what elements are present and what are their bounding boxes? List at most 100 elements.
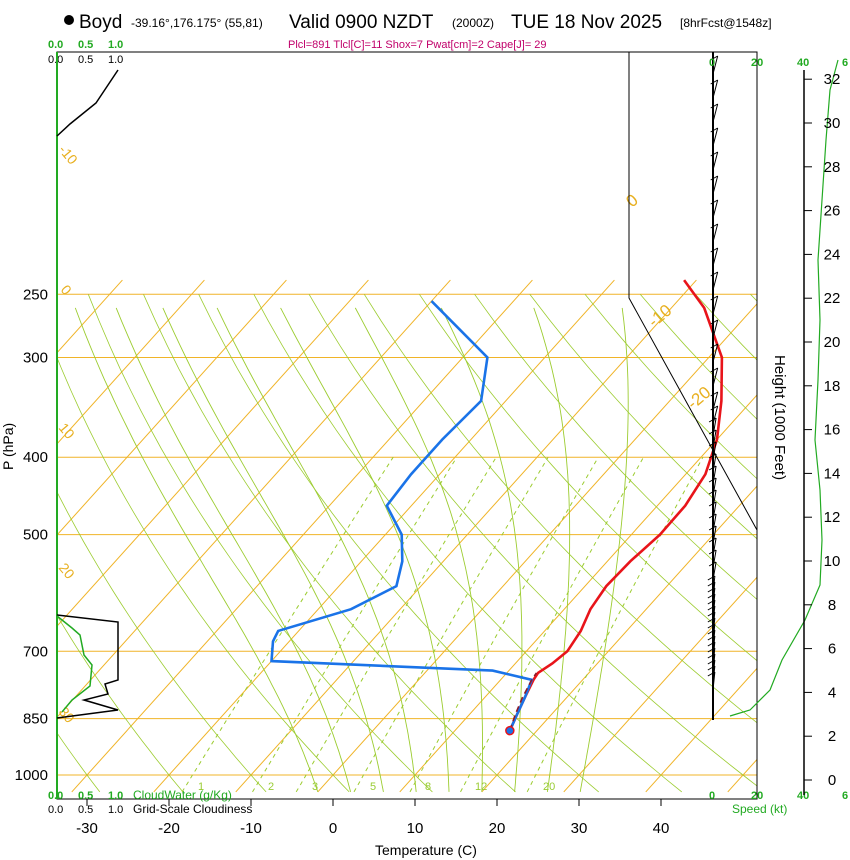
speed-axis-label: Speed (kt) (732, 802, 787, 816)
wind-barb (712, 441, 717, 461)
wind-barb (712, 405, 719, 425)
pressure-ticks: 250 300 400 500 700 850 1000 (15, 286, 48, 784)
dry-adiabat-line (419, 294, 757, 662)
wind-barb (712, 199, 719, 219)
wind-barb (712, 295, 719, 315)
wind-barb-flag (710, 79, 718, 85)
cloudwater-lower (56, 615, 93, 713)
isotherm-line (57, 279, 369, 627)
wind-barb-flag (710, 391, 718, 397)
wind-barb (712, 665, 716, 685)
isotherm-line (57, 279, 205, 445)
wind-barb-flag (708, 417, 717, 423)
isotherm-line (481, 485, 757, 793)
x-tick-label: 0 (329, 820, 337, 837)
bottom-cloudiness-tick-0: 0.0 (48, 804, 63, 816)
isotherm-line (71, 279, 533, 793)
wind-barb (712, 55, 719, 75)
wind-barb-flag (710, 175, 718, 181)
wind-barb (712, 477, 717, 497)
dry-adiabat-line (308, 294, 757, 787)
plot-frame (56, 51, 758, 800)
top-cloudiness-tick-2: 1.0 (108, 54, 123, 66)
isotherm-line (563, 576, 757, 793)
bottom-cloudiness-label: Grid-Scale Cloudiness (133, 802, 252, 816)
height-tick-label: 32 (824, 71, 841, 88)
wind-barb (712, 537, 717, 557)
mixing-ratio-line (409, 456, 599, 793)
x-tick-label: 10 (407, 820, 424, 837)
isotherms (57, 279, 757, 793)
wind-barb (712, 175, 719, 195)
wind-barb (712, 103, 719, 123)
station-coords: -39.16°,176.175° (55,81) (131, 16, 263, 30)
speed-bottom-tick: 6 (842, 790, 848, 802)
mixing-ratio-label: 8 (425, 781, 431, 793)
wind-barb-flag (708, 477, 717, 483)
wind-barb-flag (710, 295, 718, 301)
surface-point (505, 725, 515, 736)
wind-barb (712, 611, 716, 631)
top-cloudwater-tick-0: 0.0 (48, 39, 63, 51)
pressure-tick-label: 300 (23, 349, 48, 366)
wind-barb (712, 647, 716, 667)
wind-barb (712, 641, 716, 661)
station-marker-icon (64, 15, 74, 25)
top-cloudwater-tick-2: 1.0 (108, 39, 123, 51)
wind-barb-flag (708, 465, 717, 471)
dry-adiabat-line (57, 732, 101, 793)
wind-barb (712, 343, 719, 363)
dry-adiabat-line (363, 294, 757, 724)
pressure-tick-label: 1000 (15, 767, 48, 784)
wind-barb-flag (708, 549, 717, 555)
wind-barb (712, 581, 716, 601)
dry-adiabat-line (584, 294, 757, 480)
cloudiness-upper (56, 69, 119, 137)
speed-top-tick: 6 (842, 57, 848, 69)
isotherm-line (399, 394, 757, 793)
height-tick-label: 28 (824, 159, 841, 176)
wind-barb-flag (708, 513, 717, 519)
isotherm-label: 10 (56, 420, 78, 442)
mixing-ratio-line (181, 456, 394, 793)
pressure-tick-label: 700 (23, 643, 48, 660)
wind-barb-flag (710, 103, 718, 109)
wind-barb-flag (708, 525, 717, 531)
moist-adiabat-line (354, 307, 483, 792)
wind-barb-flag (708, 453, 717, 459)
isotherm-line (57, 279, 287, 536)
height-axis-label: Height (1000 Feet) (771, 355, 788, 480)
wind-barb-flag (708, 489, 717, 495)
wind-barb (712, 605, 716, 625)
isobars (57, 293, 757, 776)
station-name: Boyd (79, 12, 122, 33)
wind-barb (712, 271, 719, 291)
isotherm-label: -10 (56, 142, 81, 168)
wind-barb-flag (708, 429, 717, 435)
wind-barb-flag (708, 501, 717, 507)
wind-barb (712, 617, 716, 637)
wind-barb (712, 223, 719, 243)
wind-barb (712, 417, 717, 437)
isotherm-line (317, 303, 757, 793)
wind-barb-flag (710, 367, 718, 373)
wind-barb (712, 247, 719, 267)
wind-barb (712, 599, 716, 619)
wind-barb-flag (710, 223, 718, 229)
speed-bottom-tick: 20 (751, 790, 763, 802)
isotherm-label: 20 (56, 560, 78, 582)
mixing-ratio-label: 2 (268, 781, 274, 793)
wind-barb-flag (710, 405, 718, 411)
speed-bottom-tick: 40 (797, 790, 809, 802)
sounding-profiles (270, 279, 724, 736)
mixing-ratio-label: 3 (312, 781, 318, 793)
isotherm-label: -20 (683, 383, 714, 413)
dry-adiabats (57, 294, 757, 793)
dry-adiabat-line (57, 356, 350, 793)
y-axis-label: P (hPa) (0, 423, 16, 470)
wind-barb (712, 593, 716, 613)
x-tick-label: -30 (76, 820, 98, 837)
x-tick-label: 20 (489, 820, 506, 837)
